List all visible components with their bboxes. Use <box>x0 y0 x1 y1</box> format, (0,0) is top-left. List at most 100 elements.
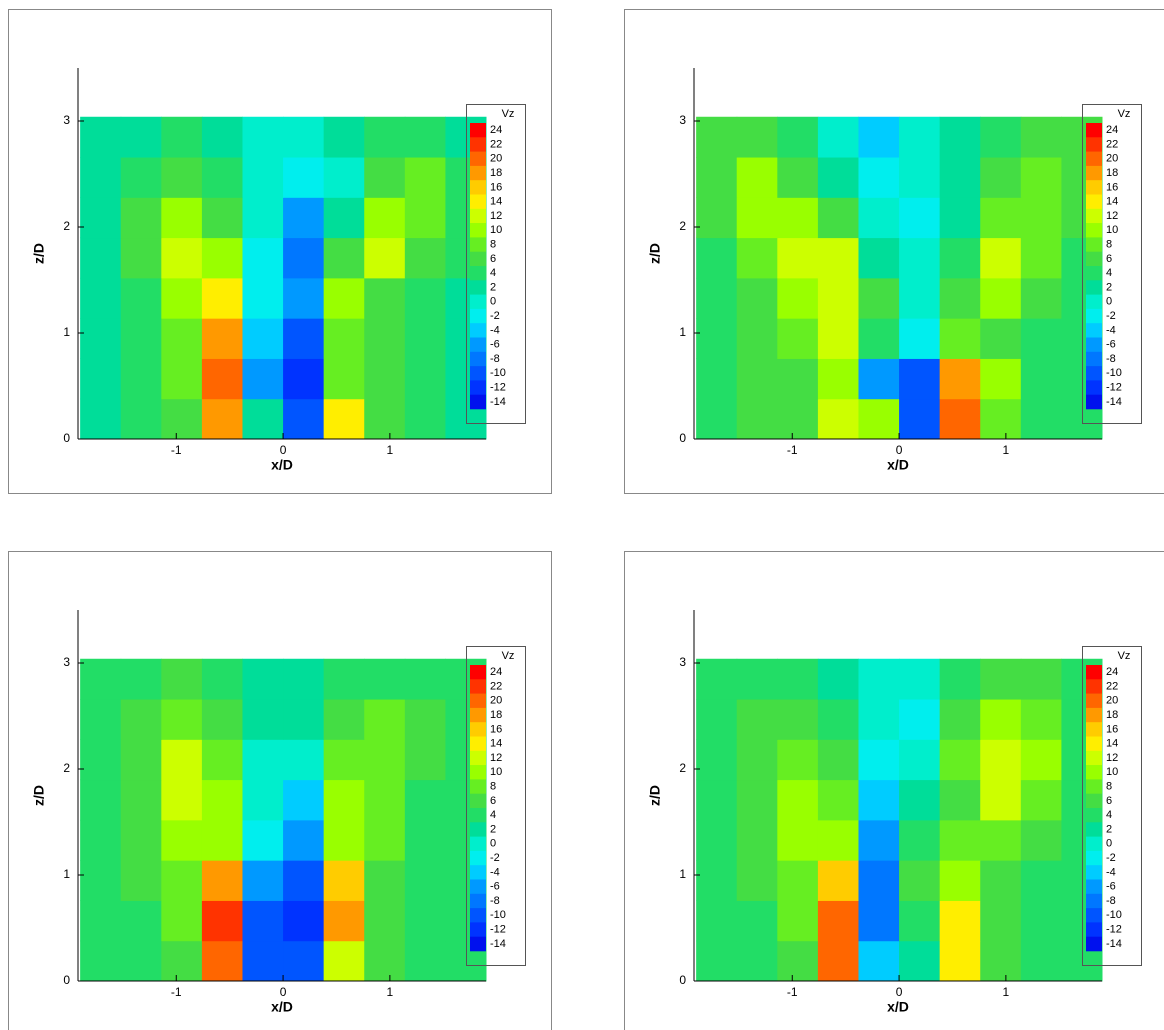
field-cell <box>364 277 406 319</box>
field-cell <box>899 318 941 359</box>
colorbar-label: -12 <box>490 923 506 935</box>
field-cell <box>858 940 900 982</box>
field-cell <box>777 779 819 821</box>
field-cell <box>736 658 778 700</box>
y-axis-title: z/D <box>31 243 47 264</box>
colorbar-swatch <box>1086 308 1102 324</box>
colorbar-swatch <box>1086 836 1102 852</box>
field-cell <box>80 940 122 982</box>
field-cell <box>939 779 981 821</box>
field-cell <box>980 398 1022 440</box>
field-cell <box>696 860 738 901</box>
field-cell <box>899 779 941 821</box>
colorbar-swatch <box>1086 707 1102 723</box>
colorbar-swatch <box>1086 736 1102 752</box>
colorbar-swatch <box>470 251 486 267</box>
field-cell <box>80 237 122 279</box>
field-cell <box>323 318 365 359</box>
field-cell <box>283 739 325 781</box>
colorbar-swatch <box>1086 180 1102 195</box>
field-cell <box>201 819 243 861</box>
field-cell <box>696 658 738 700</box>
field-cell <box>817 819 859 861</box>
field-cell <box>858 277 900 319</box>
colorbar-swatch <box>1086 679 1102 694</box>
y-tick-label: 0 <box>679 431 686 445</box>
colorbar-label: 6 <box>1106 253 1112 265</box>
field-cell <box>817 739 859 781</box>
field-cell <box>323 779 365 821</box>
colorbar-label: -10 <box>490 909 506 921</box>
field-cell <box>242 237 284 279</box>
colorbar-swatch <box>470 194 486 210</box>
colorbar-swatch <box>1086 237 1102 252</box>
field-cell <box>323 900 365 942</box>
colorbar-label: 4 <box>490 809 496 821</box>
colorbar-swatch <box>470 266 486 281</box>
field-cell <box>283 940 325 982</box>
field-cell <box>980 739 1022 781</box>
field-cell <box>161 116 203 158</box>
field-cell <box>283 358 325 400</box>
field-cell <box>777 900 819 942</box>
field-cell <box>777 819 819 861</box>
field-cell <box>696 358 738 400</box>
field-cell <box>736 398 778 440</box>
field-cell <box>120 900 162 942</box>
colorbar-swatch <box>470 237 486 252</box>
colorbar-label: 2 <box>490 281 496 293</box>
colorbar-label: 22 <box>490 138 502 150</box>
colorbar-label: 16 <box>1106 723 1118 735</box>
colorbar-swatch <box>470 750 486 766</box>
field-cell <box>201 197 243 239</box>
field-cell <box>736 358 778 400</box>
colorbar-swatch <box>1086 294 1102 310</box>
field-cell <box>242 658 284 700</box>
field-cell <box>201 318 243 359</box>
field-cell <box>404 116 446 158</box>
field-cell <box>404 237 446 279</box>
colorbar-label: 14 <box>1106 738 1118 750</box>
field-cell <box>283 699 325 740</box>
y-tick-label: 3 <box>679 113 686 127</box>
field-cell <box>201 116 243 158</box>
field-cell <box>899 237 941 279</box>
field-cell <box>242 779 284 821</box>
field-cell <box>899 157 941 198</box>
colorbar-label: 10 <box>490 766 502 778</box>
field-cell <box>283 157 325 198</box>
field-cell <box>201 739 243 781</box>
y-tick-label: 2 <box>63 761 70 775</box>
field-cell <box>161 739 203 781</box>
colorbar-swatch <box>1086 722 1102 737</box>
colorbar-label: -14 <box>490 396 506 408</box>
colorbar-label: -8 <box>1106 895 1116 907</box>
field-cell <box>858 819 900 861</box>
field-cell <box>696 900 738 942</box>
field-cell <box>80 197 122 239</box>
field-cell <box>980 779 1022 821</box>
colorbar-frame <box>1082 646 1142 966</box>
field-cell <box>283 860 325 901</box>
colorbar-swatch <box>1086 394 1102 410</box>
field-cell <box>1020 277 1062 319</box>
field-cell <box>777 699 819 740</box>
field-cell <box>364 116 406 158</box>
field-cell <box>323 398 365 440</box>
field-cell <box>696 739 738 781</box>
field-cell <box>939 318 981 359</box>
field-cell <box>201 237 243 279</box>
field-cell <box>777 398 819 440</box>
field-cell <box>120 779 162 821</box>
field-cell <box>980 157 1022 198</box>
x-tick-label: 1 <box>1003 443 1010 457</box>
field-cell <box>777 739 819 781</box>
colorbar-label: -4 <box>490 324 500 336</box>
field-cell <box>736 318 778 359</box>
field-cell <box>817 116 859 158</box>
field-cell <box>404 900 446 942</box>
field-cell <box>817 197 859 239</box>
colorbar-label: -2 <box>1106 310 1116 322</box>
panel-frame <box>8 9 552 494</box>
field-cell <box>777 277 819 319</box>
